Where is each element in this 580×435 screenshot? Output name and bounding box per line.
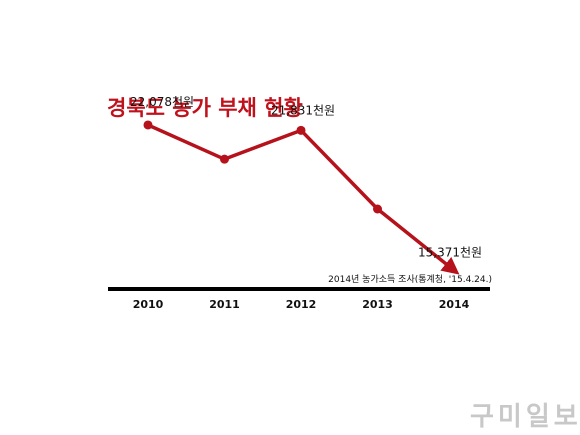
data-point-2011 xyxy=(220,154,229,164)
data-point-2013 xyxy=(373,204,382,214)
data-point-2012 xyxy=(296,125,306,135)
data-label-2014: 15,371천원 xyxy=(418,244,482,259)
x-tick-2011: 2011 xyxy=(209,298,240,311)
data-label-2012: 21,831천원 xyxy=(271,102,335,117)
watermark: 구미일보 xyxy=(470,402,580,432)
data-label-group: 22,078천원 21,831천원 15,371천원 xyxy=(130,94,482,259)
x-tick-2013: 2013 xyxy=(362,298,393,311)
data-label-2010: 22,078천원 xyxy=(130,94,194,109)
series-line-group xyxy=(143,120,460,275)
x-tick-labels: 2010 2011 2012 2013 2014 xyxy=(133,298,470,311)
x-tick-2010: 2010 xyxy=(133,298,164,311)
series-line xyxy=(147,123,460,275)
x-tick-2014: 2014 xyxy=(439,298,470,311)
x-tick-2012: 2012 xyxy=(286,298,317,311)
chart-title: 경북도 농가 부채 현황 xyxy=(107,96,303,120)
data-point-2010 xyxy=(143,120,153,130)
source-note: 2014년 농가소득 조사(통계청, '15.4.24.) xyxy=(328,273,492,285)
